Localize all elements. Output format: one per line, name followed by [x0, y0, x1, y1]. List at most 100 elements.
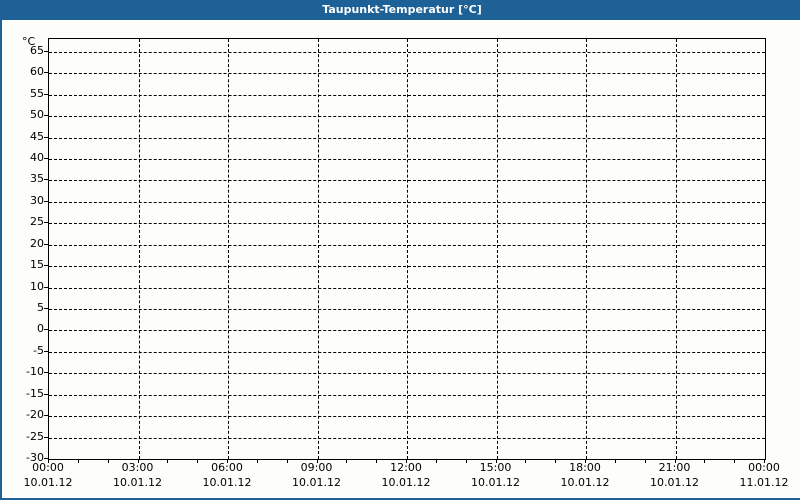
- x-axis-tick-date: 10.01.12: [381, 476, 431, 489]
- x-axis-tick-label: 00:00 10.01.12: [8, 460, 88, 490]
- x-axis-tick-mark: [107, 459, 109, 463]
- grid-line-vertical: [496, 39, 498, 459]
- y-axis-tick-label: -5: [33, 343, 44, 357]
- x-axis-tick-time: 03:00: [121, 461, 154, 474]
- y-axis-tick-label: 30: [30, 193, 44, 207]
- y-axis-tick-label: 65: [30, 43, 44, 57]
- y-axis-tick-label: 15: [30, 258, 44, 272]
- x-axis-tick-date: 11.01.12: [739, 476, 789, 489]
- y-axis-tick-label: -25: [26, 429, 44, 443]
- y-axis-tick-label: 20: [30, 236, 44, 250]
- plot-grid: [48, 38, 766, 460]
- x-axis-tick-date: 10.01.12: [23, 476, 73, 489]
- y-axis-tick-mark: [44, 158, 48, 159]
- x-axis-tick-mark: [286, 459, 288, 463]
- y-axis-tick-mark: [44, 200, 48, 202]
- x-axis-tick-label: 09:00 10.01.12: [277, 460, 357, 490]
- y-axis-tick-mark: [44, 329, 48, 331]
- x-axis-tick-time: 21:00: [658, 461, 691, 474]
- y-axis-tick-label: 60: [30, 65, 44, 79]
- x-axis-tick-label: 00:00 11.01.12: [724, 460, 800, 490]
- y-axis-tick-mark: [44, 93, 48, 95]
- x-axis-tick-mark: [764, 459, 765, 463]
- y-axis-tick-label: 10: [30, 279, 44, 293]
- page-title: Taupunkt-Temperatur [°C]: [322, 3, 482, 16]
- x-axis-tick-mark: [346, 459, 348, 463]
- y-axis-tick-mark: [44, 243, 48, 245]
- y-axis-tick-mark: [44, 265, 48, 267]
- y-axis-tick-label: -20: [26, 408, 44, 422]
- x-axis-tick-mark: [465, 459, 467, 463]
- y-axis-tick-label: -30: [26, 451, 44, 464]
- x-axis-tick-mark: [614, 459, 616, 463]
- x-axis-tick-time: 15:00: [479, 461, 512, 474]
- x-axis-tick-mark: [525, 459, 527, 463]
- y-axis-tick-label: 55: [30, 86, 44, 100]
- x-axis-tick-mark: [674, 459, 676, 463]
- x-axis-tick-date: 10.01.12: [113, 476, 162, 489]
- x-axis-tick-mark: [435, 459, 437, 463]
- x-axis-tick-mark: [704, 459, 706, 463]
- x-axis-tick-mark: [495, 459, 497, 463]
- x-axis-tick-date: 10.01.12: [560, 476, 610, 489]
- x-axis-tick-label: 03:00 10.01.12: [98, 460, 178, 490]
- y-axis-tick-label: 50: [30, 108, 44, 122]
- x-axis-tick-time: 00:00: [32, 461, 64, 474]
- grid-line-vertical: [407, 39, 408, 459]
- x-axis-tick-mark: [197, 459, 199, 463]
- y-axis-tick-label: 5: [37, 301, 44, 314]
- x-axis-tick-time: 18:00: [569, 461, 601, 474]
- x-axis-tick-mark: [48, 459, 49, 463]
- y-axis-tick-mark: [44, 436, 48, 438]
- x-axis-tick-mark: [585, 459, 586, 463]
- y-axis-tick-label: 40: [30, 151, 44, 164]
- y-axis-tick-label: -15: [26, 386, 44, 400]
- y-axis-tick-mark: [44, 393, 48, 395]
- x-axis-tick-label: 15:00 10.01.12: [456, 460, 536, 490]
- y-axis-tick-mark: [44, 350, 48, 352]
- x-axis-tick-mark: [77, 459, 79, 463]
- grid-line-vertical: [317, 39, 319, 459]
- x-axis-tick-label: 21:00 10.01.12: [635, 460, 715, 490]
- y-axis-tick-label: 0: [37, 322, 44, 336]
- x-axis-tick-time: 09:00: [300, 461, 333, 474]
- y-axis-tick-label: 35: [30, 172, 44, 186]
- y-axis-tick-mark: [44, 179, 48, 181]
- y-axis-unit-label: °C: [22, 35, 36, 48]
- grid-line-horizontal: [49, 459, 765, 460]
- y-axis-tick-mark: [44, 372, 48, 374]
- x-axis-tick-label: 18:00 10.01.12: [545, 460, 625, 490]
- grid-line-vertical: [675, 39, 677, 459]
- x-axis-tick-labels: 00:00 10.01.12 03:00 10.01.12 06:00 10.01.12 0…: [2, 460, 800, 498]
- x-axis-tick-label: 12:00 10.01.12: [366, 460, 446, 490]
- x-axis-tick-date: 10.01.12: [471, 476, 520, 489]
- x-axis-tick-mark: [256, 459, 258, 463]
- x-axis-tick-mark: [376, 459, 378, 463]
- y-axis-tick-mark: [44, 72, 48, 74]
- y-axis-tick-mark: [44, 458, 48, 459]
- x-axis-tick-mark: [227, 459, 228, 463]
- y-axis-tick-mark: [44, 136, 48, 138]
- x-axis-tick-time: 06:00: [211, 461, 243, 474]
- x-axis-tick-date: 10.01.12: [292, 476, 341, 489]
- window-title-bar: Taupunkt-Temperatur [°C]: [2, 0, 800, 20]
- x-axis-tick-mark: [167, 459, 169, 463]
- grid-line-vertical: [228, 39, 229, 459]
- y-axis-tick-mark: [44, 286, 48, 288]
- x-axis-tick-mark: [555, 459, 557, 463]
- x-axis-tick-label: 06:00 10.01.12: [187, 460, 267, 490]
- x-axis-tick-mark: [137, 459, 139, 463]
- y-axis-tick-label: 25: [30, 215, 44, 229]
- y-axis-tick-mark: [44, 415, 48, 417]
- y-axis-tick-mark: [44, 222, 48, 224]
- grid-line-vertical: [586, 39, 587, 459]
- grid-line-vertical: [138, 39, 140, 459]
- x-axis-tick-mark: [734, 459, 736, 463]
- y-axis-tick-mark: [44, 50, 48, 52]
- y-axis-tick-mark: [44, 308, 48, 309]
- chart-plot-area: °C 65 60 55 50 45 40 35 30 25 20 15 10 5 0 -5 -10 -15 -20…: [2, 20, 800, 498]
- y-axis-tick-label: 45: [30, 129, 44, 143]
- x-axis-tick-date: 10.01.12: [650, 476, 699, 489]
- x-axis-tick-mark: [406, 459, 407, 463]
